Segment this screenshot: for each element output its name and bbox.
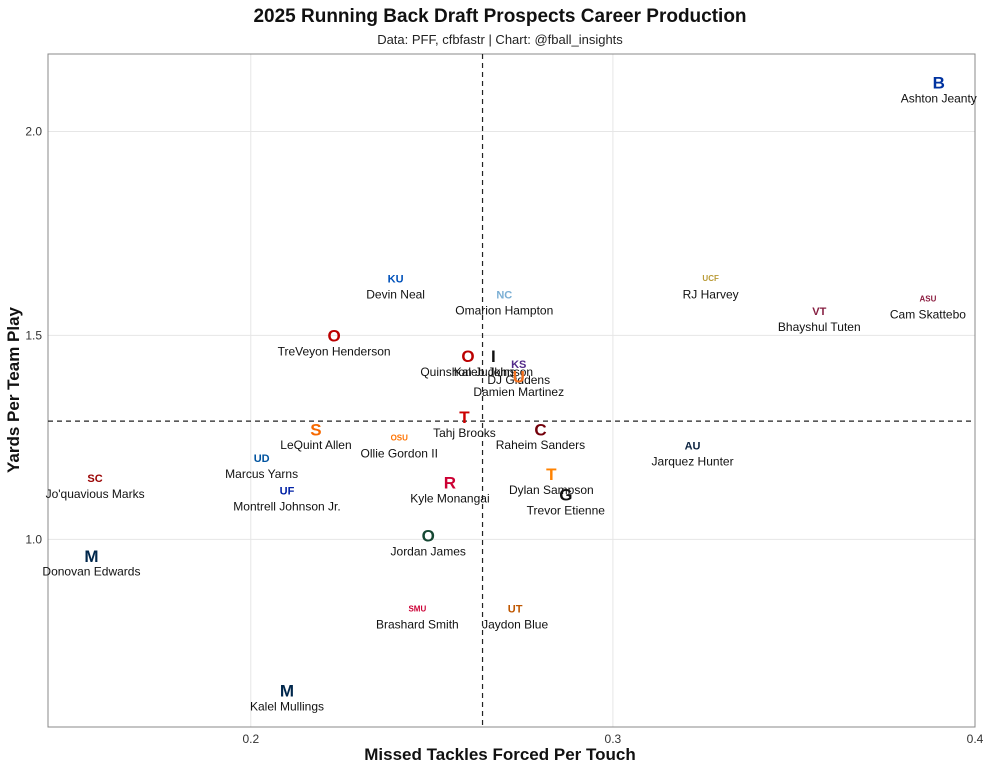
school-logo-marker: SMU [408,605,426,614]
y-tick-label: 2.0 [25,124,42,138]
x-tick-label: 0.2 [242,732,259,746]
school-logo-marker: I [491,347,496,366]
player-label: Kalel Mullings [250,699,324,713]
player-label: DJ Giddens [487,373,550,387]
school-logo-marker: UF [280,485,295,497]
school-logo-marker: U [513,367,525,386]
player-label: Donovan Edwards [42,565,140,579]
school-logo-marker: ASU [919,295,936,304]
y-axis-label: Yards Per Team Play [4,306,23,474]
player-label: Tahj Brooks [433,426,496,440]
player-label: Bhayshul Tuten [778,320,861,334]
player-label: Jarquez Hunter [652,455,734,469]
player-label: Kyle Monangai [410,491,489,505]
player-label: Jaydon Blue [482,618,548,632]
player-label: Ollie Gordon II [361,446,438,460]
y-tick-label: 1.5 [25,328,42,342]
player-label: Jordan James [391,544,466,558]
player-label: Kaleb Johnson [454,365,533,379]
player-label: Dylan Sampson [509,483,594,497]
school-logo-marker: O [327,327,340,346]
chart-title: 2025 Running Back Draft Prospects Career… [253,6,747,27]
player-label: LeQuint Allen [280,438,351,452]
player-label: Trevor Etienne [527,504,606,518]
player-label: Devin Neal [366,287,425,301]
player-label: Brashard Smith [376,618,459,632]
player-label: Jo'quavious Marks [46,487,145,501]
school-logo-marker: G [559,486,572,505]
player-label: Marcus Yarns [225,467,298,481]
school-logo-marker: KU [388,273,404,285]
player-label: RJ Harvey [683,287,739,301]
x-axis-label: Missed Tackles Forced Per Touch [364,745,636,764]
school-logo-marker: B [933,74,945,93]
school-logo-marker: S [310,420,321,439]
school-logo-marker: C [534,420,546,439]
plot-border [47,53,976,728]
school-logo-marker: M [84,547,98,566]
x-tick-label: 0.4 [967,732,984,746]
school-logo-marker: OSU [391,433,409,442]
player-label: Quinshon Judkins [420,365,515,379]
school-logo-marker: UD [254,453,270,465]
school-logo-marker: KS [511,359,526,371]
player-label: Raheim Sanders [496,438,585,452]
school-logo-marker: UCF [702,274,719,283]
player-label: TreVeyon Henderson [278,344,391,358]
school-logo-marker: UT [508,604,523,616]
school-logo-marker: SC [87,473,102,485]
player-label: Cam Skattebo [890,308,966,322]
player-label: Damien Martinez [473,385,564,399]
school-logo-marker: T [459,408,470,427]
school-logo-marker: AU [685,441,701,453]
player-label: Omarion Hampton [455,304,553,318]
player-label: Montrell Johnson Jr. [233,499,340,513]
school-logo-marker: VT [812,306,826,318]
y-tick-label: 1.0 [25,532,42,546]
player-label: Ashton Jeanty [901,92,977,106]
school-logo-marker: R [444,473,456,492]
school-logo-marker: T [546,465,557,484]
school-logo-marker: O [422,526,435,545]
school-logo-marker: M [280,681,294,700]
chart-subtitle: Data: PFF, cfbfastr | Chart: @fball_insi… [377,32,623,47]
school-logo-marker: NC [496,290,512,302]
school-logo-marker: O [461,347,474,366]
x-tick-label: 0.3 [605,732,622,746]
